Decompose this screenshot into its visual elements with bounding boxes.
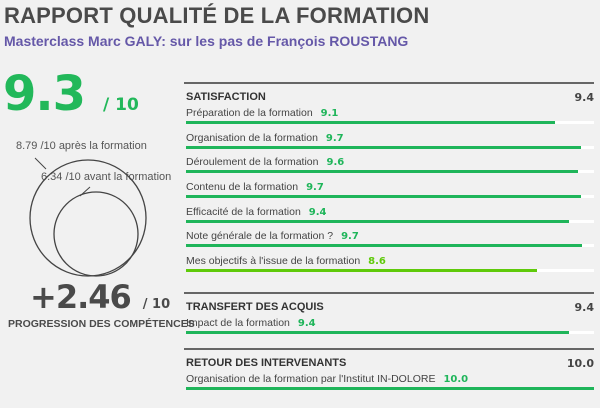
score-bar-track — [186, 387, 594, 390]
section-retour-intervenants: RETOUR DES INTERVENANTS 10.0 Organisatio… — [184, 348, 594, 395]
criterion-name: Organisation de la formation — [186, 131, 318, 144]
section-name: TRANSFERT DES ACQUIS — [186, 301, 324, 313]
report-title: RAPPORT QUALITÉ DE LA FORMATION — [4, 3, 430, 28]
criterion-value: 9.1 — [320, 108, 339, 119]
criterion-name: Déroulement de la formation — [186, 156, 319, 169]
criterion-row: Organisation de la formation 9.7 — [186, 129, 594, 154]
section-divider — [184, 82, 594, 84]
score-bar-fill — [186, 244, 583, 248]
score-bar-track — [186, 170, 594, 174]
criterion-label: Organisation de la formation 9.7 — [186, 132, 344, 144]
score-bar-fill — [186, 170, 578, 174]
criterion-label: Contenu de la formation 9.7 — [186, 181, 324, 193]
criterion-label: Note générale de la formation ? 9.7 — [186, 230, 359, 242]
section-divider — [184, 348, 594, 350]
progression-denominator: / 10 — [142, 297, 171, 312]
score-bar-track — [186, 244, 594, 248]
score-bar-fill — [186, 387, 594, 390]
overall-score-denominator: / 10 — [103, 95, 139, 115]
criterion-name: Impact de la formation — [186, 317, 290, 329]
criterion-label: Organisation de la formation par l'Insti… — [186, 373, 468, 385]
circles-graphic — [29, 157, 147, 277]
criterion-label: Déroulement de la formation 9.6 — [186, 156, 344, 168]
score-bar-fill — [186, 195, 581, 199]
score-bar-fill — [186, 145, 581, 149]
score-bar-track — [186, 145, 594, 149]
criterion-label: Impact de la formation 9.4 — [186, 317, 316, 329]
criterion-value: 9.6 — [326, 157, 345, 169]
progression-value: +2.46 — [30, 278, 132, 316]
score-bar-track — [186, 331, 594, 334]
criterion-label: Mes objectifs à l'issue de la formation 8… — [186, 255, 386, 267]
after-circle — [29, 159, 147, 277]
progression-score: +2.46 / 10 — [30, 278, 170, 316]
criterion-value: 9.7 — [325, 132, 344, 144]
score-bar-track — [186, 219, 594, 223]
score-bar-fill — [186, 121, 556, 124]
criterion-row: Préparation de la formation 9.1 — [186, 104, 594, 129]
criterion-name: Organisation de la formation par l'Insti… — [186, 373, 436, 385]
progression-label: PROGRESSION DES COMPÉTENCES — [8, 318, 195, 330]
before-label: 6.34 /10 avant la formation — [41, 171, 172, 183]
score-bar-track — [186, 195, 594, 199]
section-name: SATISFACTION — [186, 91, 266, 103]
criterion-row: Efficacité de la formation 9.4 — [186, 203, 594, 228]
skills-circles: 8.79 /10 après la formation 6.34 /10 ava… — [0, 130, 180, 290]
section-name: RETOUR DES INTERVENANTS — [186, 357, 347, 369]
criterion-value: 9.7 — [341, 231, 359, 243]
section-divider — [184, 292, 594, 294]
criterion-name: Note générale de la formation ? — [186, 230, 334, 243]
criterion-row: Impact de la formation 9.4 — [186, 314, 594, 339]
score-bar-track — [186, 269, 594, 273]
before-circle — [53, 191, 139, 277]
criterion-value: 9.4 — [297, 318, 316, 329]
criterion-name: Préparation de la formation — [186, 107, 313, 119]
criterion-row: Note générale de la formation ? 9.7 — [186, 227, 594, 252]
section-score: 10.0 — [566, 356, 594, 370]
criterion-row: Déroulement de la formation 9.6 — [186, 153, 594, 178]
before-pointer — [79, 186, 91, 197]
criterion-name: Efficacité de la formation — [186, 205, 301, 218]
criterion-row: Mes objectifs à l'issue de la formation 8… — [186, 252, 594, 277]
criterion-label: Efficacité de la formation 9.4 — [186, 206, 327, 218]
score-bar-fill — [186, 269, 537, 273]
after-pointer — [34, 157, 47, 170]
section-transfert-acquis: TRANSFERT DES ACQUIS 9.4 Impact de la fo… — [184, 292, 595, 339]
score-bar-track — [186, 121, 594, 124]
overall-score: 9.3 / 10 — [3, 66, 139, 122]
criterion-value: 9.4 — [308, 206, 327, 218]
report-subtitle: Masterclass Marc GALY: sur les pas de Fr… — [4, 33, 409, 49]
criterion-value: 10.0 — [443, 374, 469, 385]
score-bar-fill — [186, 219, 569, 223]
section-satisfaction: SATISFACTION 9.4 Préparation de la forma… — [184, 82, 595, 277]
criterion-value: 9.7 — [306, 182, 324, 194]
score-bar-fill — [186, 331, 569, 334]
overall-score-value: 9.3 — [3, 66, 86, 122]
criterion-row: Contenu de la formation 9.7 — [186, 178, 594, 203]
section-score: 9.4 — [574, 90, 595, 104]
criterion-name: Mes objectifs à l'issue de la formation — [186, 255, 361, 268]
section-score: 9.4 — [574, 300, 595, 314]
criterion-value: 8.6 — [368, 256, 386, 268]
criterion-label: Préparation de la formation 9.1 — [186, 107, 338, 119]
after-label: 8.79 /10 après la formation — [16, 140, 147, 152]
criterion-row: Organisation de la formation par l'Insti… — [186, 370, 594, 395]
criterion-name: Contenu de la formation — [186, 181, 299, 194]
